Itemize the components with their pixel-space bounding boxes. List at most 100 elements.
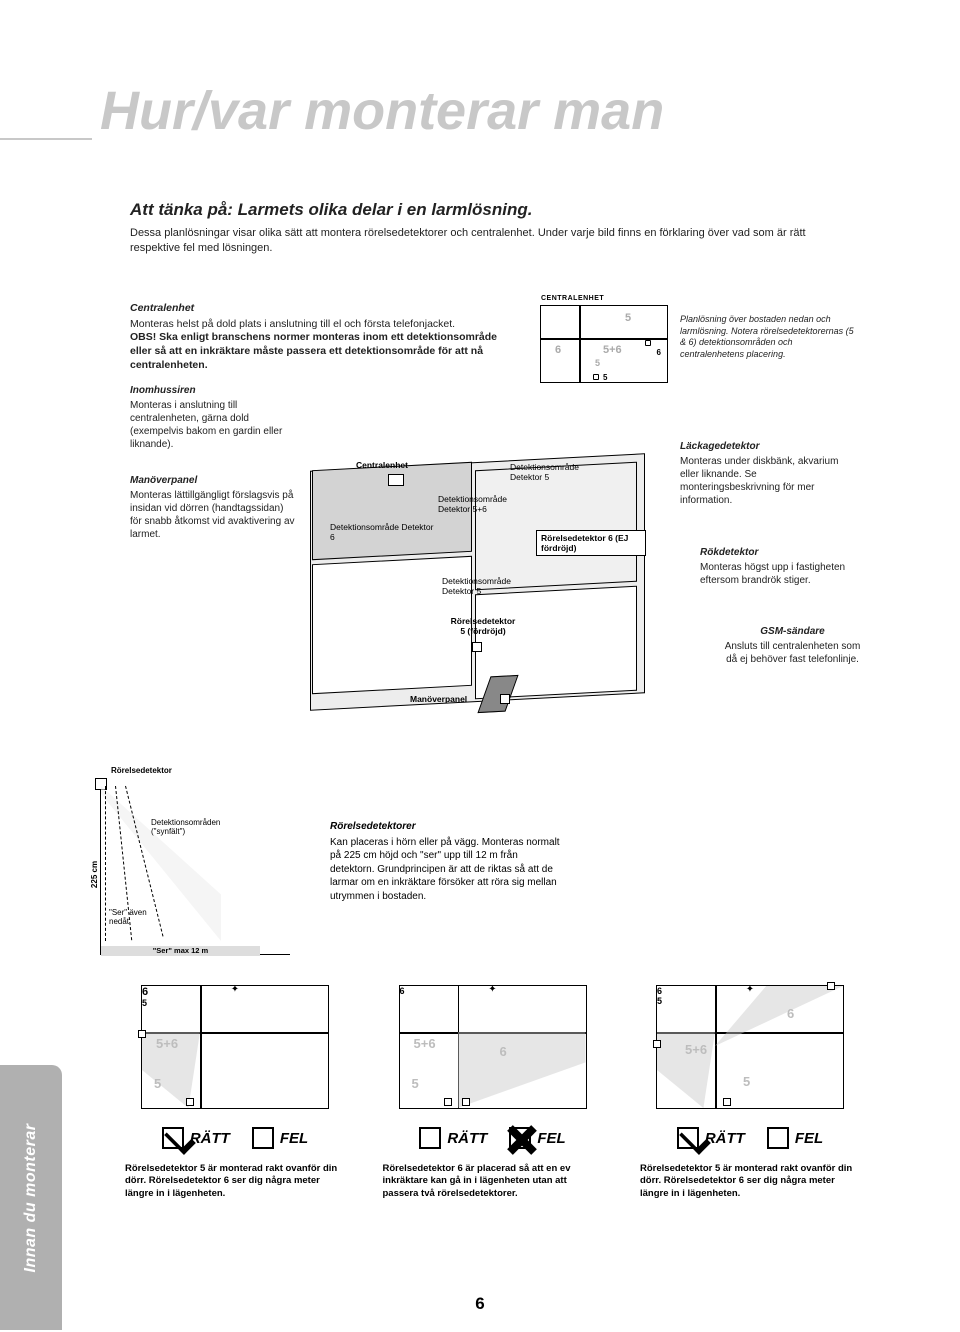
light-icon: ✦ <box>746 984 754 995</box>
fel-label: FEL <box>795 1130 823 1147</box>
checkbox-fel-icon <box>252 1127 274 1149</box>
side-diag-height: 225 cm <box>90 861 99 888</box>
side-diag-label: Detektionsområden ("synfält") <box>151 818 241 836</box>
planlosning-caption: Planlösning över bostaden nedan och larm… <box>680 314 855 361</box>
small-floorplan: CENTRALENHET 5 5+6 6 5 6 5 <box>540 305 668 383</box>
detector-icon <box>827 982 835 990</box>
side-tab-label: Innan du monterar <box>22 1123 40 1272</box>
lackage-body: Monteras under diskbänk, akvarium eller … <box>680 455 855 507</box>
floorplan-caption: Rörelsedetektor 5 är monterad rakt ovanf… <box>125 1163 345 1200</box>
house-label: Detektionsområde Detektor 6 <box>330 522 440 542</box>
light-icon: ✦ <box>488 984 496 995</box>
inomhussiren-body: Monteras i anslutning till centralenhete… <box>130 399 295 451</box>
plan-number: 6 <box>787 1006 794 1021</box>
checkbox-ratt-icon <box>419 1127 441 1149</box>
small-plan-label: CENTRALENHET <box>541 295 604 302</box>
plan-number: 5 <box>412 1076 419 1091</box>
floorplan-1: ✦ 5+6 5 6 5 RÄTT FEL Rörelsedetektor 5 ä… <box>125 985 345 1235</box>
floorplan-3: ✦ 5+6 5 6 6 5 RÄTT FEL Rörelsedetektor 5… <box>640 985 860 1235</box>
house-label: Detektionsområde Detektor 5 <box>510 462 590 482</box>
floorplan-diagram: ✦ 5+6 5 6 6 5 <box>656 985 844 1109</box>
side-diag-label: "Ser" även nedåt <box>109 908 159 926</box>
plan-number: 5+6 <box>414 1036 436 1051</box>
detector-icon <box>645 340 651 346</box>
rok-heading: Rökdetektor <box>700 546 860 559</box>
detector-icon <box>593 374 599 380</box>
fel-label: FEL <box>537 1130 565 1147</box>
detector-icon <box>462 1098 470 1106</box>
floorplan-row: ✦ 5+6 5 6 5 RÄTT FEL Rörelsedetektor 5 ä… <box>125 985 860 1235</box>
check-row: RÄTT FEL <box>125 1127 345 1149</box>
house-label: Detektionsområde Detektor 5+6 <box>438 494 518 514</box>
floorplan-2: ✦ 5+6 5 6 6 RÄTT FEL Rörelsedetektor 6 ä… <box>383 985 603 1235</box>
centralenhet-body1: Monteras helst på dold plats i anslutnin… <box>130 318 455 330</box>
manoverpanel-heading: Manöverpanel <box>130 474 295 487</box>
check-row: RÄTT FEL <box>640 1127 860 1149</box>
plan-number: 6 <box>500 1044 507 1059</box>
rorelsedetektor-text: Rörelsedetektorer Kan placeras i hörn el… <box>330 820 560 903</box>
side-tab: Innan du monterar <box>0 1065 62 1330</box>
plan-number: 5 <box>142 998 328 1008</box>
floorplan-caption: Rörelsedetektor 5 är monterad rakt ovanf… <box>640 1163 860 1200</box>
ratt-label: RÄTT <box>447 1130 487 1147</box>
title-rule <box>0 138 92 140</box>
rok-block: Rökdetektor Monteras högst upp i fastigh… <box>700 546 860 587</box>
gsm-body: Ansluts till centralenheten som då ej be… <box>720 640 865 666</box>
dashed-line <box>105 786 106 941</box>
checkbox-ratt-icon <box>677 1127 699 1149</box>
house-label: Centralenhet <box>356 460 408 470</box>
detection-cone <box>458 1032 586 1108</box>
gsm-heading: GSM-sändare <box>720 625 865 638</box>
centralenhet-block: Centralenhet Monteras helst på dold plat… <box>130 302 510 372</box>
side-diag-maxrange: "Ser" max 12 m <box>101 946 260 956</box>
house-label: Detektionsområde Detektor 5 <box>442 576 512 596</box>
wall <box>200 986 202 1108</box>
intro-heading: Att tänka på: Larmets olika delar i en l… <box>130 200 850 220</box>
plan-number: 5 <box>154 1076 161 1091</box>
check-row: RÄTT FEL <box>383 1127 603 1149</box>
checkbox-fel-icon <box>509 1127 531 1149</box>
detector-icon <box>653 1040 661 1048</box>
checkbox-ratt-icon <box>162 1127 184 1149</box>
lackage-block: Läckagedetektor Monteras under diskbänk,… <box>680 440 855 507</box>
detector-side-diagram: Rörelsedetektor Detektionsområden ("synf… <box>100 780 290 955</box>
centralenhet-icon <box>388 474 404 486</box>
plan-number: 5+6 <box>603 344 622 356</box>
detector-icon <box>472 642 482 652</box>
wall <box>715 986 717 1108</box>
detector-icon <box>138 1030 146 1038</box>
plan-number: 5+6 <box>156 1036 178 1051</box>
house-label: Manöverpanel <box>410 694 467 704</box>
wall <box>579 306 581 382</box>
floorplan-diagram: ✦ 5+6 5 6 6 <box>399 985 587 1109</box>
plan-number: 5 <box>743 1074 750 1089</box>
plan-number: 6 <box>555 344 561 356</box>
light-icon: ✦ <box>231 984 239 995</box>
gsm-block: GSM-sändare Ansluts till centralenheten … <box>720 625 865 666</box>
checkbox-fel-icon <box>767 1127 789 1149</box>
house-label: Rörelsedetektor 5 (fördröjd) <box>450 616 516 636</box>
side-diag-title: Rörelsedetektor <box>111 766 172 775</box>
plan-number: 5+6 <box>685 1042 707 1057</box>
inomhussiren-block: Inomhussiren Monteras i anslutning till … <box>130 384 295 451</box>
page-title: Hur/var monterar man <box>100 80 960 142</box>
plan-number: 5 <box>595 358 600 368</box>
house-label: Rörelsedetektor 6 (EJ fördröjd) <box>536 530 646 556</box>
plan-number: 5 <box>603 373 607 382</box>
manoverpanel-body: Monteras lättillgängligt förslagsvis på … <box>130 489 295 541</box>
rorelse-body: Kan placeras i hörn eller på vägg. Monte… <box>330 836 560 904</box>
plan-number: 5 <box>625 312 631 324</box>
ratt-label: RÄTT <box>705 1130 745 1147</box>
inomhussiren-heading: Inomhussiren <box>130 384 295 397</box>
centralenhet-body2: OBS! Ska enligt branschens normer monter… <box>130 331 510 372</box>
rorelse-heading: Rörelsedetektorer <box>330 820 560 834</box>
centralenhet-heading: Centralenhet <box>130 302 510 316</box>
panel-icon <box>500 694 510 704</box>
intro-block: Att tänka på: Larmets olika delar i en l… <box>130 200 850 256</box>
detector-icon <box>723 1098 731 1106</box>
intro-body: Dessa planlösningar visar olika sätt att… <box>130 226 850 256</box>
floorplan-diagram: ✦ 5+6 5 6 5 <box>141 985 329 1109</box>
detector-icon <box>444 1098 452 1106</box>
fel-label: FEL <box>280 1130 308 1147</box>
floorplan-caption: Rörelsedetektor 6 är placerad så att en … <box>383 1163 603 1200</box>
